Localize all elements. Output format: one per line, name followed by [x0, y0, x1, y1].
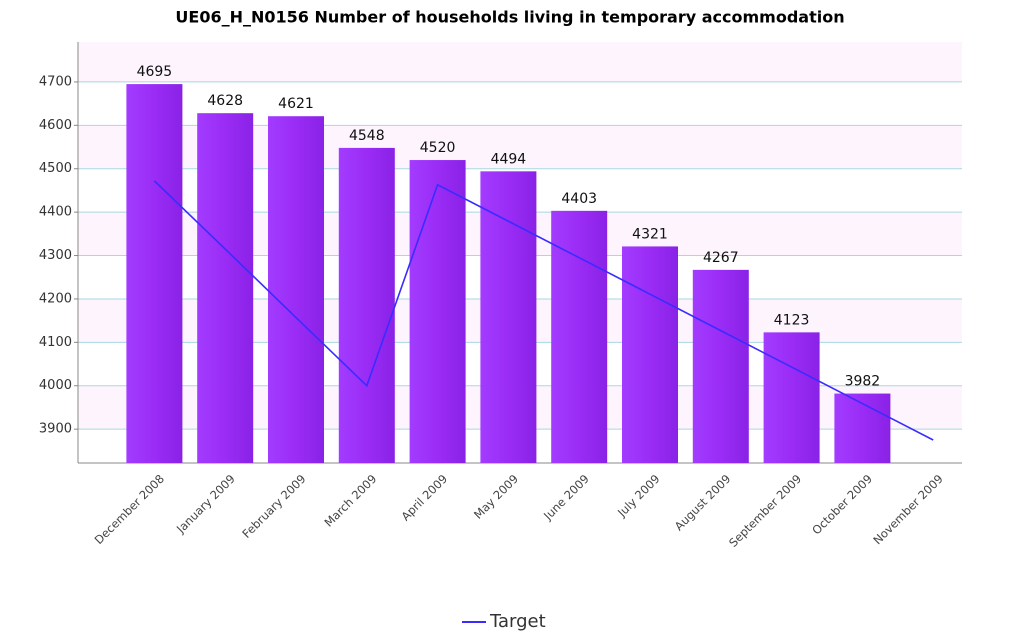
x-tick-label: January 2009 [173, 472, 238, 537]
x-tick-label: June 2009 [540, 472, 592, 524]
data-label: 3982 [845, 374, 881, 390]
x-tick-label: April 2009 [398, 472, 450, 524]
data-label: 4267 [703, 250, 739, 266]
x-tick-label: October 2009 [809, 472, 875, 538]
data-label: 4520 [420, 140, 456, 156]
x-tick-label: March 2009 [321, 472, 379, 530]
bar [409, 160, 466, 464]
y-tick-label: 4000 [39, 378, 72, 393]
data-label: 4321 [632, 226, 668, 242]
y-tick-label: 4600 [39, 118, 72, 133]
bar [480, 171, 537, 464]
x-tick-label: August 2009 [672, 472, 734, 534]
data-label: 4123 [774, 312, 810, 328]
y-tick-label: 3900 [39, 422, 72, 437]
line [153, 180, 934, 441]
bar [126, 84, 183, 463]
x-tick-label: November 2009 [870, 472, 945, 547]
y-tick-label: 4200 [39, 291, 72, 306]
data-label: 4695 [137, 64, 173, 80]
x-tick-label: February 2009 [239, 472, 308, 541]
bar [197, 113, 254, 463]
plot-band [78, 42, 962, 82]
y-tick-label: 4300 [39, 248, 72, 263]
x-tick-label: July 2009 [614, 472, 663, 521]
x-tick-label: May 2009 [471, 472, 521, 522]
y-tick-label: 4500 [39, 161, 72, 176]
bar [338, 147, 395, 463]
y-tick-label: 4700 [39, 74, 72, 89]
data-label: 4628 [207, 93, 243, 109]
chart-title: UE06_H_N0156 Number of households living… [175, 8, 844, 27]
bar [622, 246, 678, 463]
x-tick-label: September 2009 [726, 472, 804, 550]
bar [834, 393, 891, 463]
data-label: 4621 [278, 96, 314, 112]
bar [268, 116, 324, 463]
bar [551, 210, 608, 463]
data-label: 4548 [349, 128, 385, 144]
bar [763, 332, 820, 463]
data-label: 4494 [491, 151, 527, 167]
data-label: 4403 [561, 191, 597, 207]
y-tick-label: 4100 [39, 335, 72, 350]
legend-label: Target [489, 611, 546, 632]
bar [692, 269, 749, 463]
x-tick-label: December 2008 [92, 472, 167, 547]
y-tick-label: 4400 [39, 205, 72, 220]
